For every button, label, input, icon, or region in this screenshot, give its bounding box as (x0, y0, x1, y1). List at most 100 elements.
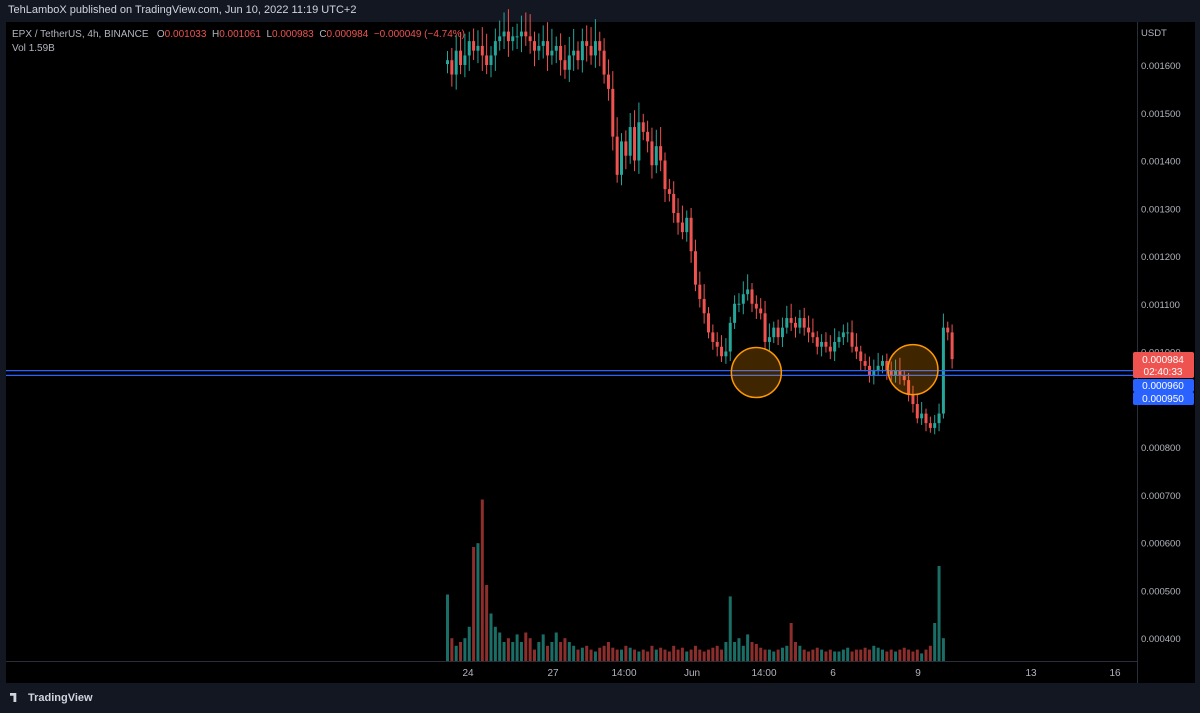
candle-body (772, 327, 776, 338)
volume-bar (563, 638, 567, 661)
volume-bar (489, 613, 493, 661)
candle-body (567, 55, 571, 70)
volume-bar (693, 645, 697, 661)
volume-bar (763, 649, 767, 661)
chart-area[interactable] (6, 22, 1137, 683)
candle-body (472, 41, 476, 51)
volume-bar (515, 634, 519, 661)
candle-body (446, 60, 449, 65)
volume-bar (680, 647, 684, 661)
y-tick-label: 0.000600 (1141, 539, 1181, 550)
volume-legend: Vol 1.59B (12, 43, 55, 54)
volume-bar (667, 651, 671, 661)
candle-body (672, 193, 676, 214)
volume-bar (546, 645, 550, 661)
candle-body (724, 351, 728, 357)
time-axis[interactable] (6, 661, 1137, 684)
volume-bar (580, 647, 584, 661)
candle-body (554, 45, 558, 51)
volume-bar (876, 647, 880, 661)
candle-body (463, 55, 467, 65)
candle-body (519, 31, 523, 37)
volume-bar (593, 651, 597, 661)
candle-body (898, 370, 902, 376)
y-tick-label: 0.000400 (1141, 634, 1181, 645)
candle-body (920, 413, 924, 419)
candle-body (859, 351, 863, 362)
level-1-box (1133, 379, 1194, 392)
volume-bar (498, 632, 502, 661)
candle-body (833, 341, 837, 352)
volume-bar (624, 645, 628, 661)
candle-body (750, 289, 754, 304)
volume-bar (824, 651, 828, 661)
volume-bar (628, 647, 632, 661)
candle-body (789, 318, 793, 323)
candle-body (637, 122, 641, 161)
volume-bar (528, 638, 532, 661)
candle-body (807, 327, 811, 333)
candle-body (902, 375, 906, 381)
volume-bar (863, 647, 867, 661)
candle-body (659, 146, 663, 161)
x-tick-label: 14:00 (611, 668, 636, 679)
candle-body (924, 413, 928, 424)
volume-bar (676, 649, 680, 661)
volume-bar (785, 645, 789, 661)
volume-bar (920, 653, 924, 661)
volume-bar (872, 645, 876, 661)
volume-bar (485, 585, 489, 661)
y-tick-label: 0.001300 (1141, 204, 1181, 215)
symbol-name: EPX / TetherUS, 4h, BINANCE (12, 29, 149, 40)
volume-bar (454, 645, 458, 661)
volume-bar (928, 645, 932, 661)
candle-body (646, 131, 650, 142)
volume-bar (641, 649, 645, 661)
open-value: 0.001033 (164, 29, 207, 40)
candle-body (737, 303, 741, 305)
countdown-label: 02:40:33 (1144, 367, 1183, 378)
candle-body (676, 213, 680, 223)
candle-body (476, 45, 480, 51)
candle-body (872, 370, 876, 376)
brand-name: TradingView (28, 692, 93, 704)
x-tick-label: 9 (915, 668, 921, 679)
volume-bar (519, 642, 523, 661)
candle-body (680, 222, 684, 233)
candle-body (837, 337, 841, 342)
volume-bar (837, 651, 841, 661)
volume-bar (846, 647, 850, 661)
volume-bar (854, 649, 858, 661)
candle-body (502, 31, 506, 37)
y-tick-label: 0.000800 (1141, 443, 1181, 454)
tradingview-logo[interactable]: TradingView (10, 692, 93, 704)
volume-bar (733, 642, 737, 661)
volume-bar (672, 645, 676, 661)
candle-body (511, 36, 515, 42)
candle-body (711, 332, 715, 342)
volume-bar (789, 623, 793, 661)
candle-body (611, 88, 615, 137)
candle-body (585, 41, 589, 46)
volume-bar (685, 651, 689, 661)
y-tick-label: 0.001100 (1141, 300, 1180, 311)
candle-body (550, 50, 554, 56)
volume-bar (450, 638, 454, 661)
candle-body (698, 284, 702, 299)
candle-body (841, 332, 845, 338)
candle-body (876, 365, 880, 371)
candle-body (728, 322, 732, 352)
volume-bar (554, 632, 558, 661)
volume-bar (502, 642, 506, 661)
volume-bar (506, 638, 510, 661)
candle-body (911, 394, 915, 405)
candle-body (828, 346, 832, 352)
volume-bar (867, 649, 871, 661)
x-tick-label: 13 (1025, 668, 1037, 679)
candle-body (598, 41, 602, 51)
candle-body (815, 337, 819, 347)
candle-body (515, 36, 519, 38)
volume-bar (550, 642, 554, 661)
candle-body (759, 308, 763, 314)
